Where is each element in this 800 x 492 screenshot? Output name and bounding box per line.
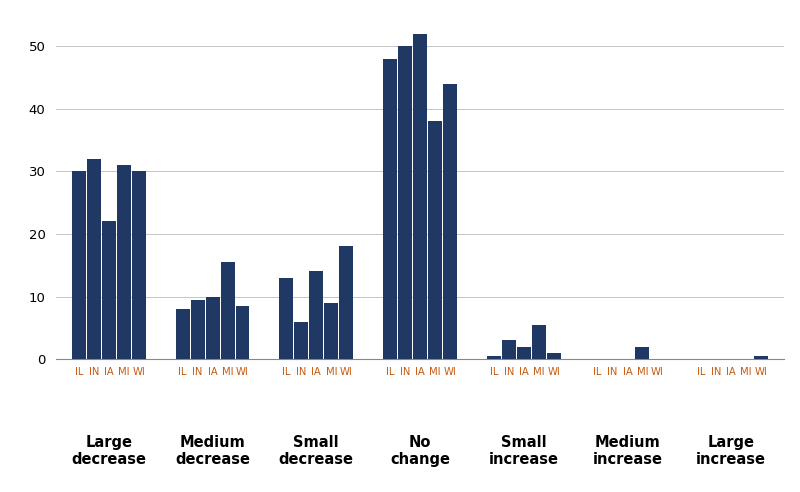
Bar	[117, 165, 131, 359]
Bar	[294, 322, 308, 359]
Bar	[339, 246, 353, 359]
Bar	[487, 356, 501, 359]
Text: Small
increase: Small increase	[489, 435, 558, 467]
Bar	[443, 84, 457, 359]
Bar	[635, 347, 650, 359]
Bar	[383, 59, 397, 359]
Text: Small
decrease: Small decrease	[279, 435, 354, 467]
Text: Medium
decrease: Medium decrease	[175, 435, 250, 467]
Bar	[235, 306, 250, 359]
Text: Large
decrease: Large decrease	[71, 435, 146, 467]
Bar	[754, 356, 768, 359]
Bar	[413, 33, 427, 359]
Bar	[502, 340, 516, 359]
Bar	[102, 221, 116, 359]
Text: Large
increase: Large increase	[696, 435, 766, 467]
Bar	[176, 309, 190, 359]
Bar	[206, 297, 219, 359]
Bar	[428, 121, 442, 359]
Bar	[310, 272, 323, 359]
Bar	[517, 347, 530, 359]
Text: No
change: No change	[390, 435, 450, 467]
Bar	[279, 278, 294, 359]
Bar	[190, 300, 205, 359]
Bar	[324, 303, 338, 359]
Text: Medium
increase: Medium increase	[592, 435, 662, 467]
Bar	[87, 159, 101, 359]
Bar	[546, 353, 561, 359]
Bar	[532, 325, 546, 359]
Bar	[132, 171, 146, 359]
Bar	[398, 46, 412, 359]
Bar	[221, 262, 234, 359]
Bar	[72, 171, 86, 359]
